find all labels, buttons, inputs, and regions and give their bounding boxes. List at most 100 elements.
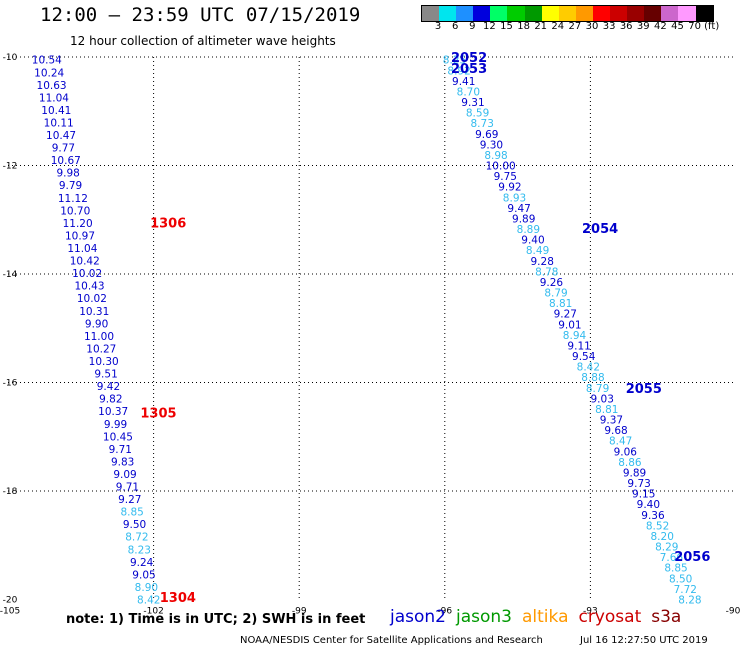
left-track-value: 9.51	[94, 369, 117, 381]
right-track-value: 9.36	[641, 510, 665, 522]
right-track-value: 8.28	[678, 595, 701, 607]
wave-height-color-scale	[421, 5, 714, 22]
left-track-value: 9.98	[56, 168, 79, 180]
color-scale-labels: 3 6 9 12 15 18 21 24 27 30 33 36 39 42 45 70 (ft)	[421, 21, 727, 35]
left-track-value: 10.11	[44, 117, 74, 129]
color-scale-label: 33	[602, 21, 616, 32]
right-track-value: 8.49	[526, 245, 549, 257]
color-scale-label: 27	[568, 21, 582, 32]
color-swatch	[507, 6, 525, 21]
left-track-value: 10.24	[34, 67, 64, 79]
left-track-value: 11.00	[84, 331, 114, 343]
right-track-value: 8.29	[655, 542, 678, 554]
right-track-value: 8.70	[457, 86, 480, 98]
pass-number-label: 2053	[451, 62, 487, 77]
pass-number-label: 2054	[582, 222, 618, 237]
pass-number-label: 2056	[674, 550, 710, 565]
legend-s3a: s3a	[651, 607, 682, 627]
left-track-value: 8.72	[125, 532, 148, 544]
left-track-value: 10.41	[41, 105, 71, 117]
left-track-value: 10.47	[46, 130, 76, 142]
right-track-value: 9.54	[572, 351, 596, 363]
color-swatch	[456, 6, 474, 21]
right-track-value: 8.25	[443, 55, 466, 67]
right-track-value: 9.06	[614, 446, 638, 458]
pass-number-label: 1306	[150, 216, 186, 231]
color-scale-label: 9	[469, 21, 476, 32]
right-track-value: 9.30	[480, 139, 503, 151]
color-swatch	[627, 6, 645, 21]
left-track-value: 10.02	[77, 293, 107, 305]
color-swatch	[422, 6, 440, 21]
right-track-value: 8.47	[609, 436, 632, 448]
right-track-value: 9.01	[558, 319, 581, 331]
right-track-value: 8.73	[471, 118, 494, 130]
color-swatch	[678, 6, 696, 21]
right-track-value: 9.89	[512, 213, 535, 225]
left-track-value: 10.54	[32, 55, 62, 67]
right-track-value: 8.81	[549, 298, 572, 310]
color-scale-label: 30	[585, 21, 599, 32]
left-track-value: 8.23	[128, 544, 151, 556]
right-track-value: 9.28	[531, 256, 554, 268]
color-scale-label: 45	[671, 21, 684, 32]
right-track-value: 9.11	[567, 340, 590, 352]
right-track-value: 8.79	[586, 383, 609, 395]
color-scale-label: 24	[551, 21, 565, 32]
left-track-value: 10.97	[65, 230, 95, 242]
generation-timestamp: Jul 16 12:27:50 UTC 2019	[580, 635, 708, 646]
left-track-value: 9.79	[59, 180, 82, 192]
right-track-value: 9.68	[604, 425, 627, 437]
left-track-value: 9.27	[118, 494, 141, 506]
x-tick-label: -102	[143, 607, 163, 617]
right-track-value: 9.37	[600, 415, 623, 427]
legend-altika: altika	[522, 607, 569, 627]
pass-number-label: 1304	[160, 591, 196, 606]
color-swatch	[644, 6, 662, 21]
color-swatch	[575, 6, 593, 21]
left-track-value: 9.42	[97, 381, 120, 393]
color-swatch	[558, 6, 576, 21]
left-track-value: 10.70	[60, 205, 90, 217]
pass-number-label: 1305	[140, 406, 176, 421]
right-track-value: 9.31	[461, 97, 484, 109]
left-track-value: 8.85	[120, 507, 143, 519]
color-scale-label: 6	[452, 21, 459, 32]
right-track-value: 9.75	[494, 171, 517, 183]
y-tick-label: -14	[3, 270, 18, 280]
right-track-value: 8.78	[535, 266, 558, 278]
right-track-value: 8.42	[577, 362, 600, 374]
color-swatch	[524, 6, 542, 21]
footnote: note: 1) Time is in UTC; 2) SWH is in fe…	[66, 612, 366, 627]
left-track-value: 11.12	[58, 193, 88, 205]
left-track-value: 10.42	[70, 256, 100, 268]
x-tick-label: -105	[0, 607, 20, 617]
right-track-value: 8.93	[503, 192, 526, 204]
right-track-value: 9.47	[507, 203, 530, 215]
right-track-value: 9.40	[521, 235, 544, 247]
x-tick-label: -93	[583, 607, 598, 617]
left-track-value: 9.71	[109, 444, 132, 456]
left-track-value: 8.90	[135, 582, 158, 594]
credit-line: NOAA/NESDIS Center for Satellite Applica…	[240, 635, 543, 646]
left-track-value: 10.27	[86, 343, 116, 355]
x-tick-label: -99	[292, 607, 307, 617]
legend-cryosat: cryosat	[578, 607, 642, 627]
right-track-value: 9.92	[498, 182, 521, 194]
color-swatch	[592, 6, 611, 21]
right-track-value: 9.73	[627, 478, 650, 490]
right-track-value: 8.50	[669, 573, 692, 585]
left-track-value: 9.82	[99, 394, 122, 406]
color-scale-label: 21	[534, 21, 548, 32]
satellite-legend: jason2 jason3 altika cryosat s3a	[390, 607, 691, 627]
right-track-value: 8.52	[646, 520, 669, 532]
color-swatch	[439, 6, 457, 21]
left-track-value: 9.24	[130, 557, 154, 569]
legend-jason2: jason2	[390, 607, 446, 627]
color-swatch	[695, 6, 713, 21]
right-track-value: 8.89	[517, 224, 540, 236]
left-track-value: 9.99	[104, 419, 127, 431]
left-track-value: 9.09	[113, 469, 136, 481]
right-track-value: 8.94	[563, 330, 587, 342]
color-scale-label: (ft)	[704, 21, 720, 32]
